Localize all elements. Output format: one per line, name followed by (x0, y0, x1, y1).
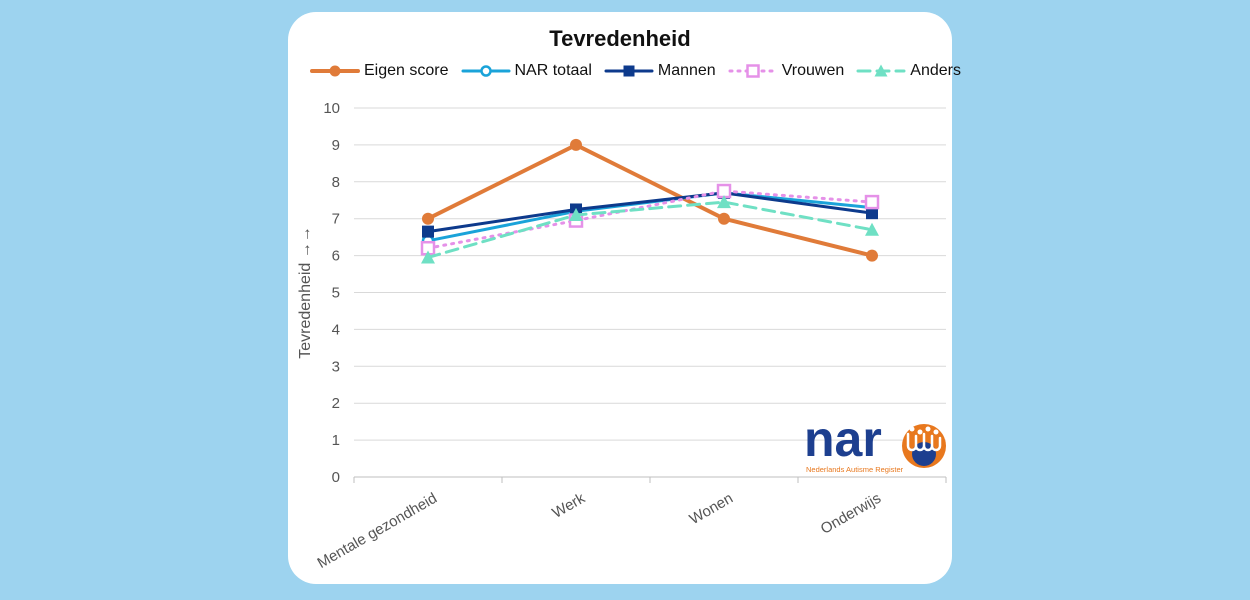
x-tick-label: Onderwijs (818, 490, 884, 538)
nar-logo: nar Nederlands Autisme Register (804, 416, 946, 474)
x-tick-label: Werk (549, 489, 588, 521)
legend-marker (745, 64, 760, 78)
legend-marker (874, 64, 888, 77)
series-line (426, 200, 874, 259)
data-point (570, 138, 582, 151)
logo-dot-icon (925, 426, 931, 432)
legend-marker (329, 65, 341, 77)
logo-people-icon (906, 432, 942, 452)
data-point (569, 208, 583, 222)
legend-swatch (461, 65, 510, 77)
logo-subtitle: Nederlands Autisme Register (806, 465, 904, 474)
logo-dot-icon (933, 429, 939, 435)
y-tick-label: 8 (332, 174, 340, 191)
legend-swatch (604, 65, 654, 77)
y-tick-label: 9 (332, 137, 340, 154)
y-tick-label: 6 (332, 248, 340, 265)
legend-label: Eigen score (364, 62, 449, 79)
legend-item: Mannen (604, 62, 716, 80)
legend-marker (623, 65, 635, 77)
y-tick-label: 1 (332, 432, 340, 449)
chart-card: Tevredenheid Eigen score NAR totaal Mannen… (288, 12, 961, 584)
x-tick-label: Mentale gezondheid (314, 490, 440, 572)
logo-dot-icon (909, 426, 915, 432)
data-point (866, 249, 878, 262)
y-tick-label: 4 (332, 321, 340, 338)
data-point (421, 250, 435, 264)
x-tick-label: Wonen (687, 490, 736, 528)
logo-wordmark: nar (804, 416, 882, 467)
series-line (426, 189, 874, 250)
data-point (718, 212, 730, 225)
y-tick-label: 7 (332, 211, 340, 228)
logo-dot-icon (917, 429, 923, 435)
y-axis-label: Tevredenheid →→ (297, 226, 314, 359)
legend-item: Anders (856, 62, 961, 80)
logo-inner-circle (912, 442, 936, 466)
legend-label: Anders (910, 62, 961, 79)
legend-swatch (856, 64, 906, 77)
data-point (422, 225, 434, 238)
legend-marker (479, 65, 492, 77)
y-tick-label: 10 (323, 100, 340, 117)
legend-item: Vrouwen (728, 62, 845, 80)
data-point (866, 207, 878, 220)
legend-item: NAR totaal (461, 62, 592, 80)
data-point (865, 222, 879, 236)
line-chart: 0 1 2 3 4 5 6 7 8 9 10 Mentale gezondheid Werk Wonen O… (297, 100, 947, 572)
data-point (864, 194, 880, 210)
series-line (426, 142, 874, 258)
legend-item: Eigen score (310, 62, 449, 80)
y-tick-label: 0 (332, 469, 340, 486)
legend-label: Mannen (657, 62, 716, 79)
legend-swatch (310, 65, 360, 77)
y-tick-label: 2 (332, 395, 340, 412)
y-tick-label: 3 (332, 358, 340, 375)
chart-legend: Eigen score NAR totaal Mannen Vrouwen Anders (310, 60, 961, 82)
y-tick-label: 5 (332, 285, 340, 302)
series-line (426, 191, 874, 234)
legend-swatch (728, 64, 778, 78)
data-point (717, 195, 731, 209)
legend-label: NAR totaal (514, 62, 592, 79)
legend-label: Vrouwen (781, 62, 845, 79)
chart-title: Tevredenheid (549, 26, 691, 51)
data-point (422, 212, 434, 225)
